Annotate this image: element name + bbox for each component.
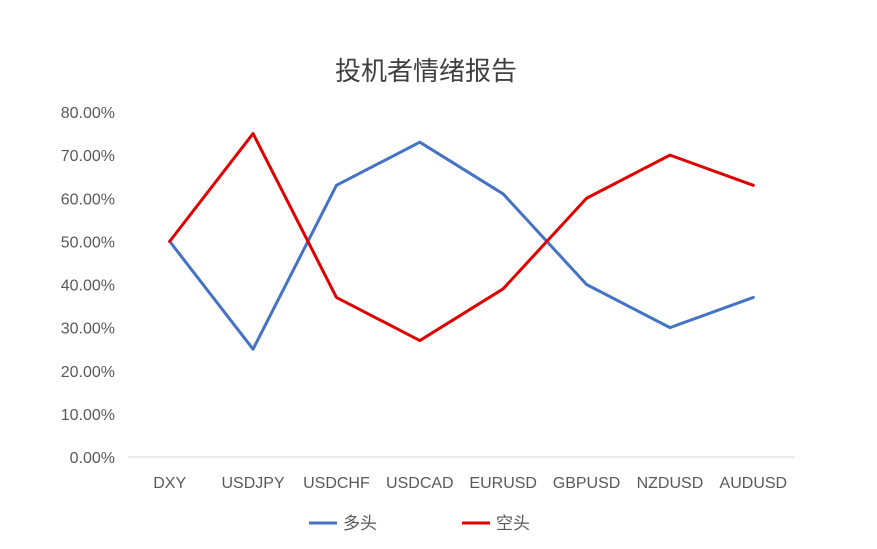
x-tick-label: USDCAD: [386, 475, 454, 492]
y-tick-label: 30.00%: [61, 321, 115, 338]
y-tick-label: 60.00%: [61, 191, 115, 208]
y-tick-label: 10.00%: [61, 407, 115, 424]
x-tick-label: AUDUSD: [720, 475, 788, 492]
y-tick-label: 20.00%: [61, 364, 115, 381]
y-tick-label: 80.00%: [61, 105, 115, 122]
series-line-1: [168, 132, 755, 343]
legend: 多头 空头: [309, 514, 530, 533]
x-axis-tick-labels: DXY USDJPY USDCHF USDCAD EURUSD GBPUSD NZDUSD A…: [153, 475, 787, 492]
x-tick-label: EURUSD: [469, 475, 537, 492]
x-tick-label: DXY: [153, 475, 186, 492]
x-tick-label: NZDUSD: [637, 475, 704, 492]
chart-title: 投机者情绪报告: [335, 56, 517, 86]
x-tick-label: USDJPY: [222, 475, 285, 492]
legend-label-0: 多头: [343, 514, 377, 533]
y-tick-label: 40.00%: [61, 278, 115, 295]
legend-label-1: 空头: [496, 514, 530, 533]
y-tick-label: 0.00%: [70, 450, 115, 467]
y-tick-label: 70.00%: [61, 148, 115, 165]
x-tick-label: GBPUSD: [553, 475, 621, 492]
y-tick-label: 50.00%: [61, 234, 115, 251]
series-lines: [168, 132, 755, 351]
series-line-0: [168, 140, 755, 351]
x-tick-label: USDCHF: [303, 475, 370, 492]
y-axis-tick-labels: 0.00% 10.00% 20.00% 30.00% 40.00% 50.00% 60.00…: [61, 105, 115, 467]
